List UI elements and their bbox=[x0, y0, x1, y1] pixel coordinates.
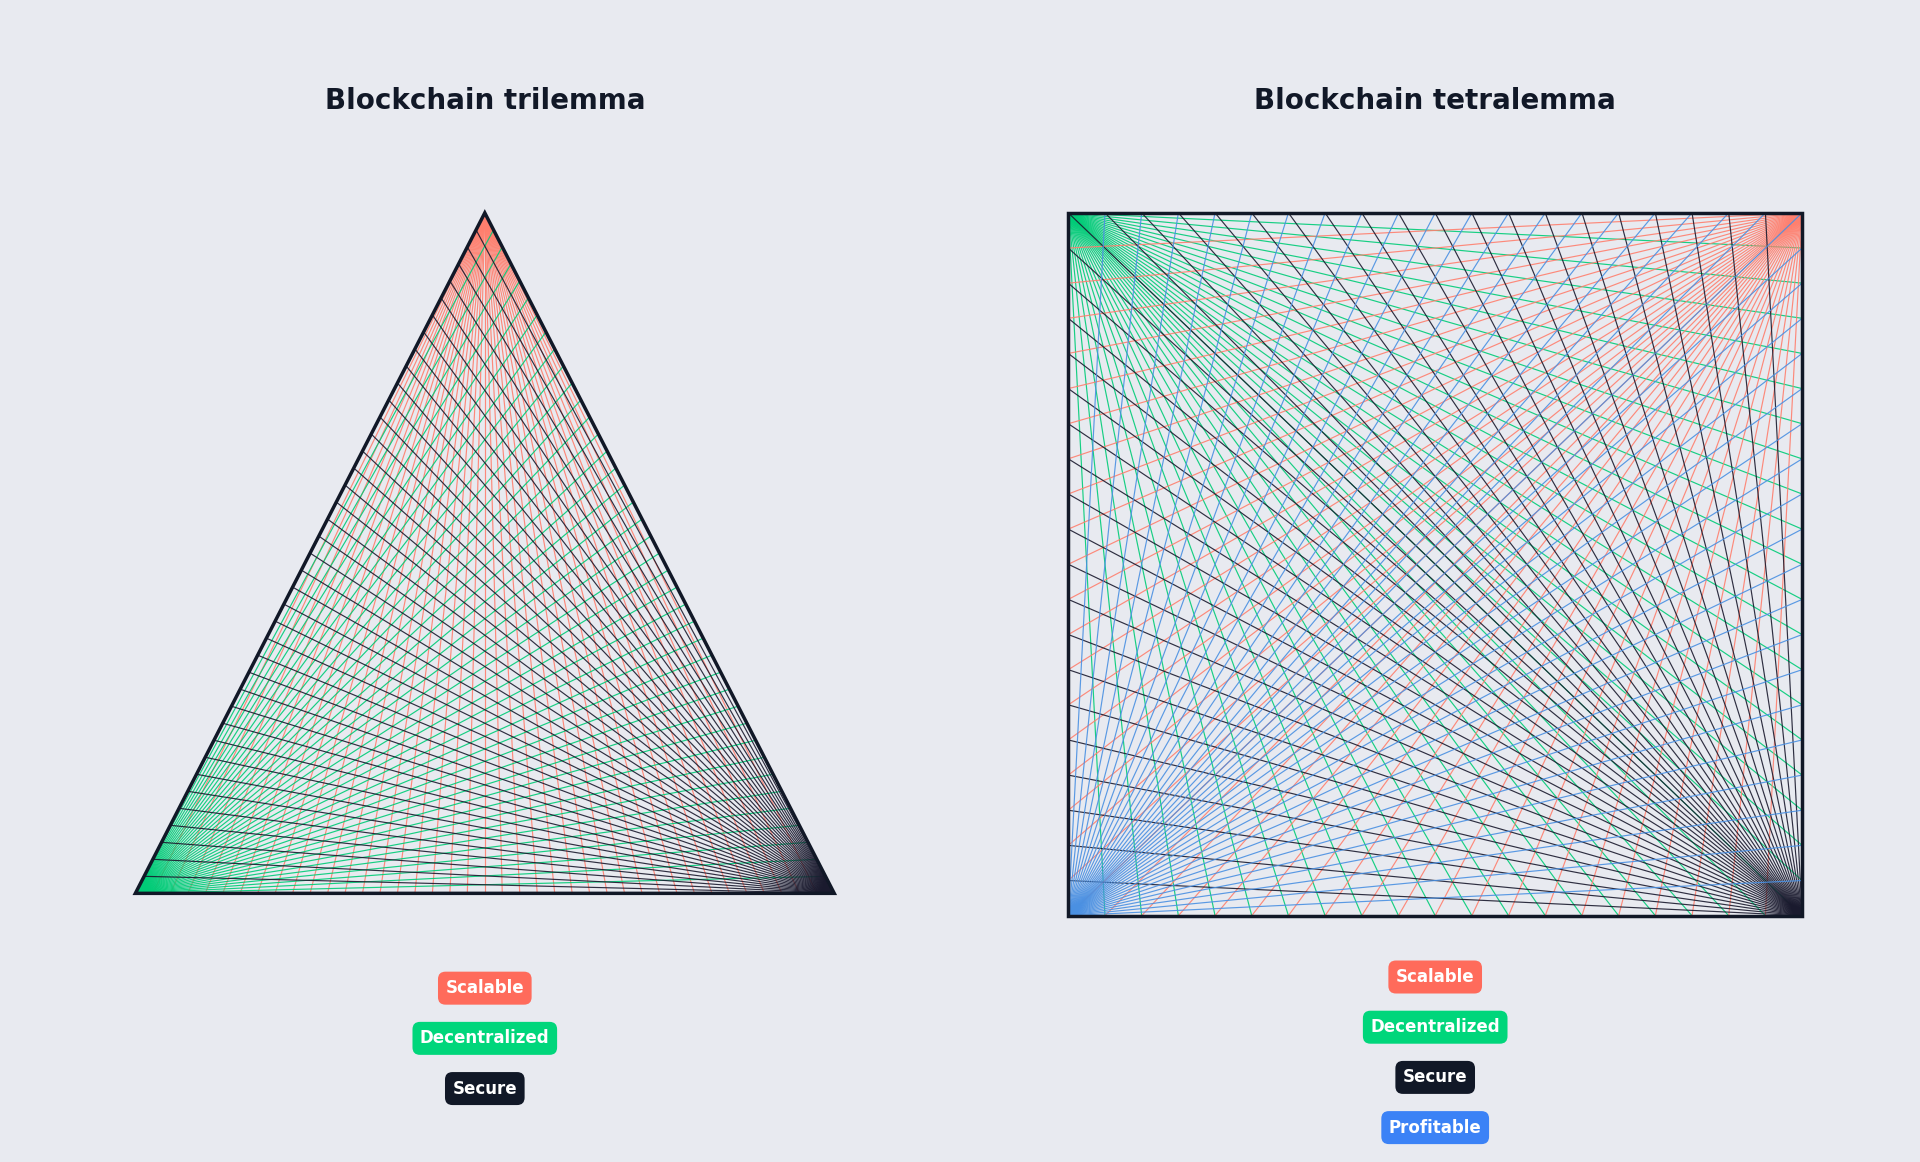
Text: Secure: Secure bbox=[453, 1079, 516, 1098]
Text: Scalable: Scalable bbox=[1396, 968, 1475, 987]
Text: Decentralized: Decentralized bbox=[1371, 1018, 1500, 1037]
Text: Scalable: Scalable bbox=[445, 980, 524, 997]
Text: Secure: Secure bbox=[1404, 1068, 1467, 1086]
Text: Blockchain tetralemma: Blockchain tetralemma bbox=[1254, 87, 1617, 115]
Text: Blockchain trilemma: Blockchain trilemma bbox=[324, 87, 645, 115]
Text: Decentralized: Decentralized bbox=[420, 1030, 549, 1047]
Text: Profitable: Profitable bbox=[1388, 1119, 1482, 1136]
